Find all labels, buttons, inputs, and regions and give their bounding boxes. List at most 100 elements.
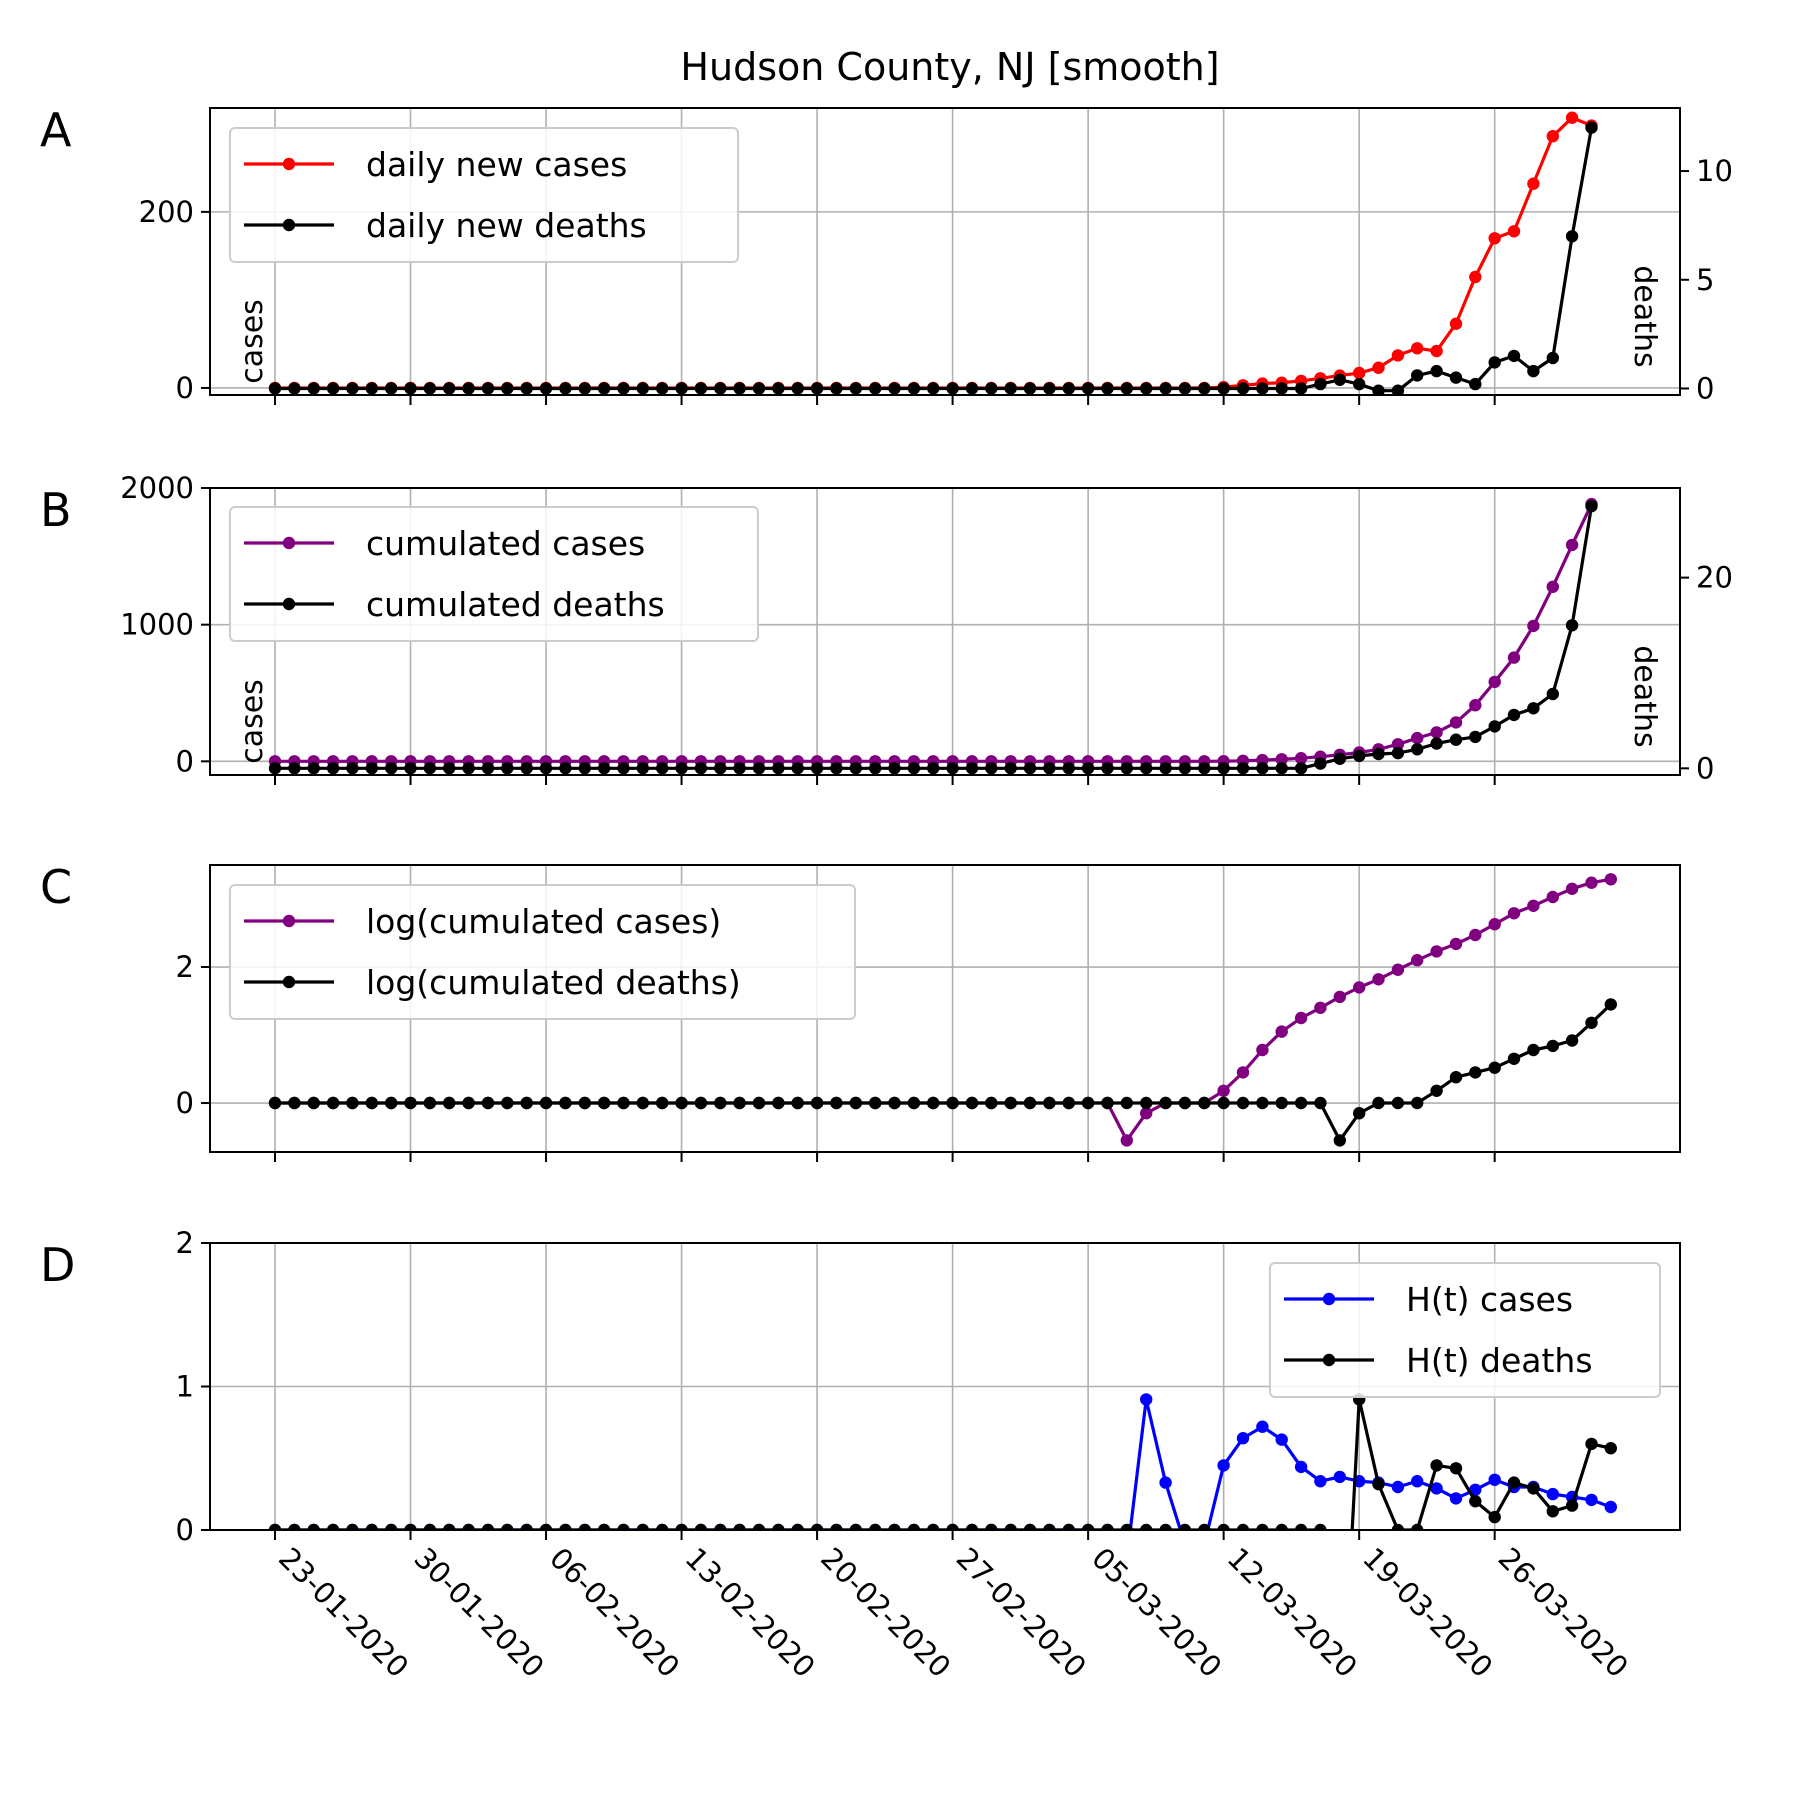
- data-point: [1353, 749, 1366, 763]
- data-point: [1314, 757, 1327, 770]
- data-point: [1178, 762, 1192, 775]
- data-point: [714, 1096, 727, 1110]
- x-tick-label: 26-03-2020: [1492, 1541, 1635, 1684]
- data-point: [1333, 1470, 1347, 1484]
- data-point: [1449, 1462, 1463, 1475]
- data-point: [288, 1523, 301, 1530]
- data-point: [1101, 1096, 1114, 1110]
- data-point: [1565, 1034, 1579, 1047]
- data-point: [1353, 981, 1366, 994]
- data-point: [1604, 1442, 1618, 1455]
- y-axis-label: cases: [235, 299, 270, 384]
- data-point: [288, 1096, 301, 1110]
- data-point: [1585, 1016, 1598, 1029]
- data-point: [1314, 1096, 1327, 1110]
- data-point: [1527, 177, 1540, 190]
- data-point: [752, 1096, 766, 1110]
- data-point: [1256, 382, 1269, 395]
- data-point: [365, 1523, 378, 1530]
- data-point: [1565, 538, 1579, 552]
- data-point: [830, 1096, 843, 1110]
- data-point: [1062, 382, 1076, 395]
- data-point: [1488, 918, 1501, 931]
- data-point: [1120, 1096, 1134, 1110]
- panel-d: 0 1 2 D H(t) cases H(t) deaths: [40, 1226, 1681, 1765]
- data-point: [1140, 1096, 1153, 1110]
- data-point: [946, 382, 959, 395]
- data-point: [791, 1523, 804, 1530]
- data-point: [1391, 384, 1405, 395]
- data-point: [1488, 720, 1501, 733]
- data-point: [1081, 762, 1095, 775]
- data-point: [1023, 382, 1037, 395]
- legend-label: H(t) cases: [1406, 1280, 1573, 1319]
- data-point: [1333, 373, 1347, 386]
- data-point: [869, 1096, 882, 1110]
- data-point: [462, 1523, 475, 1530]
- axes-frame: [209, 864, 1681, 1153]
- data-point: [1179, 1538, 1191, 1550]
- x-tick-label: 13-02-2020: [679, 1541, 822, 1684]
- data-point: [617, 382, 630, 395]
- data-point: [597, 1523, 611, 1530]
- data-point: [1294, 1011, 1308, 1025]
- data-point: [1159, 1096, 1172, 1110]
- data-point: [1585, 1493, 1598, 1507]
- data-point: [1023, 1523, 1037, 1530]
- data-point: [888, 762, 901, 775]
- data-point: [1275, 1523, 1288, 1530]
- data-point: [326, 1096, 340, 1110]
- data-point: [1546, 1505, 1560, 1518]
- series-group: [268, 111, 1598, 395]
- data-point: [1217, 382, 1230, 395]
- data-point: [849, 1523, 862, 1530]
- data-point: [1217, 762, 1230, 775]
- data-point: [501, 762, 514, 775]
- data-point: [1159, 1476, 1172, 1489]
- data-point: [346, 762, 359, 775]
- data-point: [1101, 382, 1114, 395]
- legend-marker: [1322, 1292, 1336, 1306]
- data-point: [539, 1523, 553, 1530]
- y2-tick-label: 0: [1696, 371, 1714, 405]
- series-line-0: [275, 1397, 1612, 1530]
- data-point: [656, 1523, 669, 1530]
- data-point: [752, 762, 766, 775]
- data-point: [1334, 1753, 1346, 1765]
- data-point: [849, 762, 862, 775]
- data-point: [307, 1096, 320, 1110]
- data-point: [1004, 382, 1017, 395]
- data-point: [481, 1523, 495, 1530]
- data-point: [1488, 1473, 1501, 1487]
- data-point: [1527, 1482, 1540, 1495]
- data-point: [1507, 708, 1521, 722]
- y-tick-label: 0: [176, 744, 194, 778]
- data-point: [1256, 1523, 1269, 1530]
- data-point: [617, 1096, 630, 1110]
- data-point: [1275, 753, 1288, 766]
- data-point: [1488, 675, 1501, 689]
- data-point: [1449, 371, 1463, 384]
- data-point: [288, 382, 301, 395]
- data-point: [520, 382, 533, 395]
- data-point: [675, 1523, 688, 1530]
- data-point: [1372, 361, 1385, 374]
- data-point: [1333, 752, 1347, 765]
- data-point: [772, 762, 785, 775]
- data-point: [1488, 356, 1501, 369]
- data-point: [1449, 1492, 1463, 1505]
- legend-label: cumulated deaths: [366, 585, 665, 624]
- data-point: [1527, 899, 1540, 912]
- data-point: [1411, 369, 1424, 382]
- data-point: [1507, 225, 1521, 238]
- data-point: [849, 382, 862, 395]
- legend: log(cumulated cases) log(cumulated deaths…: [229, 884, 856, 1020]
- data-point: [1294, 382, 1308, 395]
- data-point: [636, 1523, 649, 1530]
- data-point: [404, 1096, 417, 1110]
- data-point: [559, 1523, 572, 1530]
- data-point: [1314, 1523, 1327, 1530]
- data-point: [1411, 342, 1424, 355]
- legend-box: [229, 127, 739, 263]
- data-point: [1217, 1096, 1230, 1110]
